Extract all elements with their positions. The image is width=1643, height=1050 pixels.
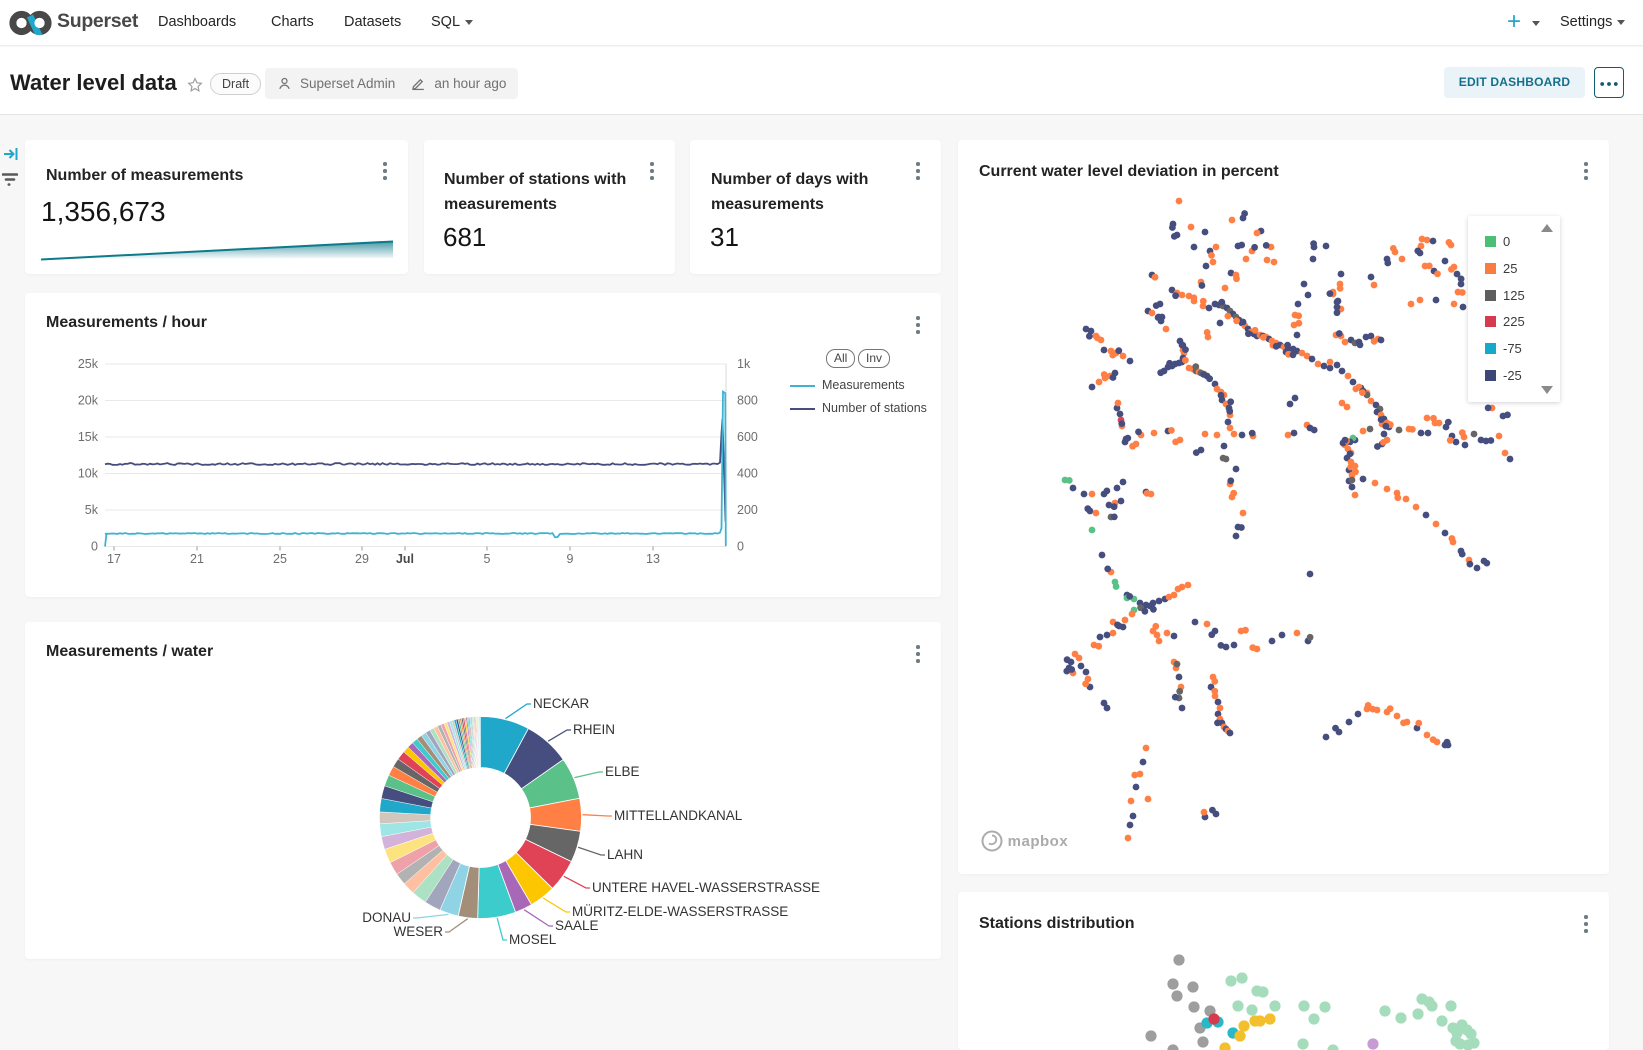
svg-text:ELBE: ELBE (605, 764, 640, 779)
svg-text:800: 800 (737, 394, 758, 408)
svg-text:SAALE: SAALE (555, 918, 599, 933)
svg-text:25k: 25k (78, 357, 99, 371)
svg-text:9: 9 (567, 552, 574, 566)
svg-text:WESER: WESER (393, 924, 443, 939)
svg-text:LAHN: LAHN (607, 847, 643, 862)
svg-text:25: 25 (273, 552, 287, 566)
svg-text:DONAU: DONAU (362, 910, 411, 925)
svg-text:MOSEL: MOSEL (509, 932, 557, 947)
svg-text:13: 13 (646, 552, 660, 566)
svg-text:1k: 1k (737, 357, 751, 371)
svg-text:UNTERE HAVEL-WASSERSTRASSE: UNTERE HAVEL-WASSERSTRASSE (592, 880, 820, 895)
svg-text:10k: 10k (78, 467, 99, 481)
svg-text:5: 5 (484, 552, 491, 566)
svg-text:0: 0 (91, 540, 98, 554)
svg-text:20k: 20k (78, 394, 99, 408)
svg-text:NECKAR: NECKAR (533, 696, 590, 711)
svg-text:MITTELLANDKANAL: MITTELLANDKANAL (614, 808, 743, 823)
svg-text:17: 17 (107, 552, 121, 566)
svg-text:Jul: Jul (396, 552, 414, 566)
svg-text:21: 21 (190, 552, 204, 566)
svg-text:0: 0 (737, 540, 744, 554)
svg-text:29: 29 (355, 552, 369, 566)
svg-text:MÜRITZ-ELDE-WASSERSTRASSE: MÜRITZ-ELDE-WASSERSTRASSE (572, 904, 788, 919)
svg-text:5k: 5k (85, 503, 99, 517)
svg-text:RHEIN: RHEIN (573, 722, 615, 737)
svg-text:200: 200 (737, 503, 758, 517)
svg-text:15k: 15k (78, 430, 99, 444)
svg-text:400: 400 (737, 467, 758, 481)
svg-text:600: 600 (737, 430, 758, 444)
